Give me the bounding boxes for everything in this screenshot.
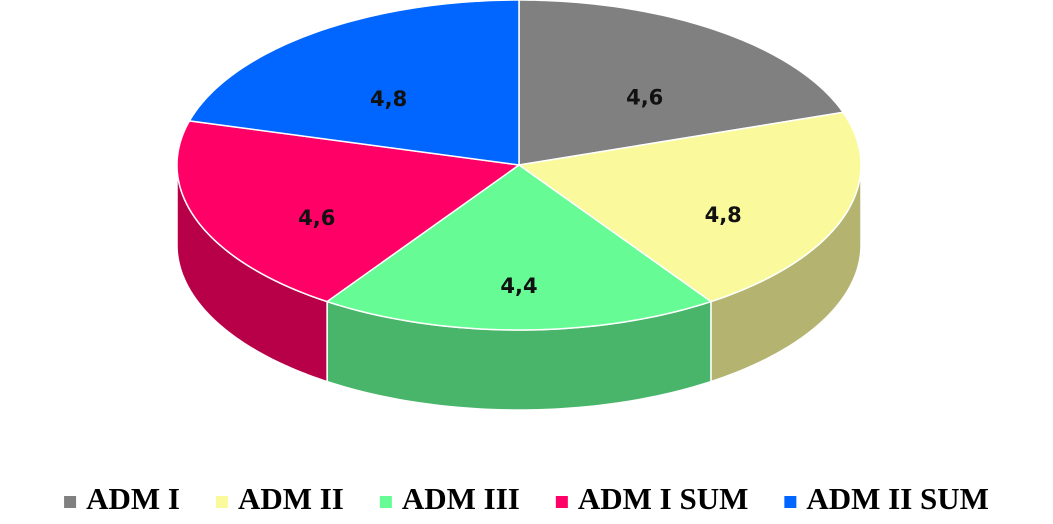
data-label: 4,6 — [626, 86, 663, 110]
legend-marker — [555, 496, 568, 508]
legend-label: ADM II — [238, 481, 344, 516]
legend-label: ADM I SUM — [578, 481, 749, 516]
legend-marker — [64, 496, 77, 508]
data-label: 4,8 — [370, 87, 407, 111]
pie-slice — [325, 164, 713, 331]
pie-slice — [517, 111, 862, 303]
legend-marker — [379, 496, 392, 508]
data-label: 4,4 — [500, 274, 537, 298]
pie-slice — [176, 120, 521, 303]
data-label: 4,6 — [298, 206, 335, 230]
pie-slice — [188, 0, 520, 166]
pie-slice — [518, 0, 845, 166]
legend-marker — [215, 496, 228, 508]
legend-label: ADM II SUM — [806, 481, 989, 516]
legend-marker — [784, 496, 797, 508]
data-label: 4,8 — [705, 203, 742, 227]
legend: ADM I ADM II ADM III ADM I SUM ADM II SUM — [64, 481, 989, 516]
legend-label: ADM I — [86, 481, 180, 516]
pie-tops — [176, 0, 862, 331]
legend-label: ADM III — [402, 481, 520, 516]
